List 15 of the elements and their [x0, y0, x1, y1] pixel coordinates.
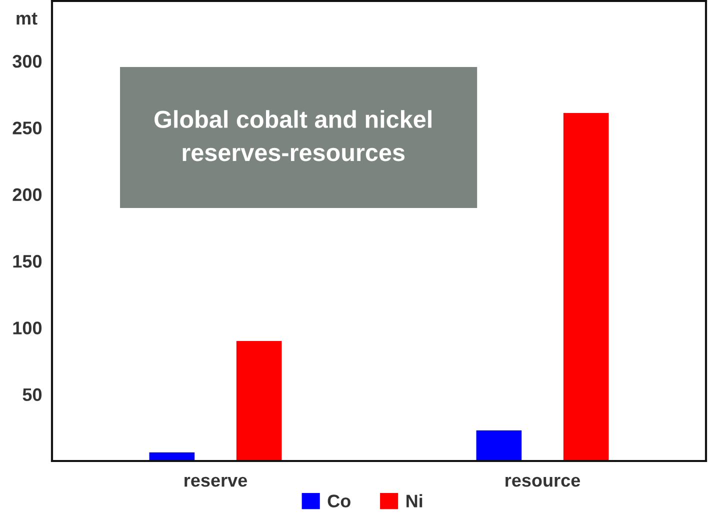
- y-tick-label: 100: [13, 322, 42, 334]
- y-tick-label: 300: [12, 54, 42, 68]
- text: Global cobalt and nickel reserves-resources: [154, 110, 432, 162]
- legend-label: Co: [328, 494, 350, 508]
- y-tick-label: 200: [12, 188, 42, 202]
- x-tick-label: reserve: [184, 476, 248, 487]
- legend-label: Ni: [406, 494, 422, 508]
- bar: [563, 113, 609, 461]
- y-tick-label: 50: [22, 388, 42, 402]
- bar: [236, 341, 282, 461]
- bar: [476, 430, 522, 461]
- y-tick-label: 150: [13, 254, 42, 268]
- x-tick-label: resource: [506, 476, 580, 487]
- y-tick-label: 250: [12, 122, 42, 134]
- y-axis-title: mt: [16, 12, 38, 25]
